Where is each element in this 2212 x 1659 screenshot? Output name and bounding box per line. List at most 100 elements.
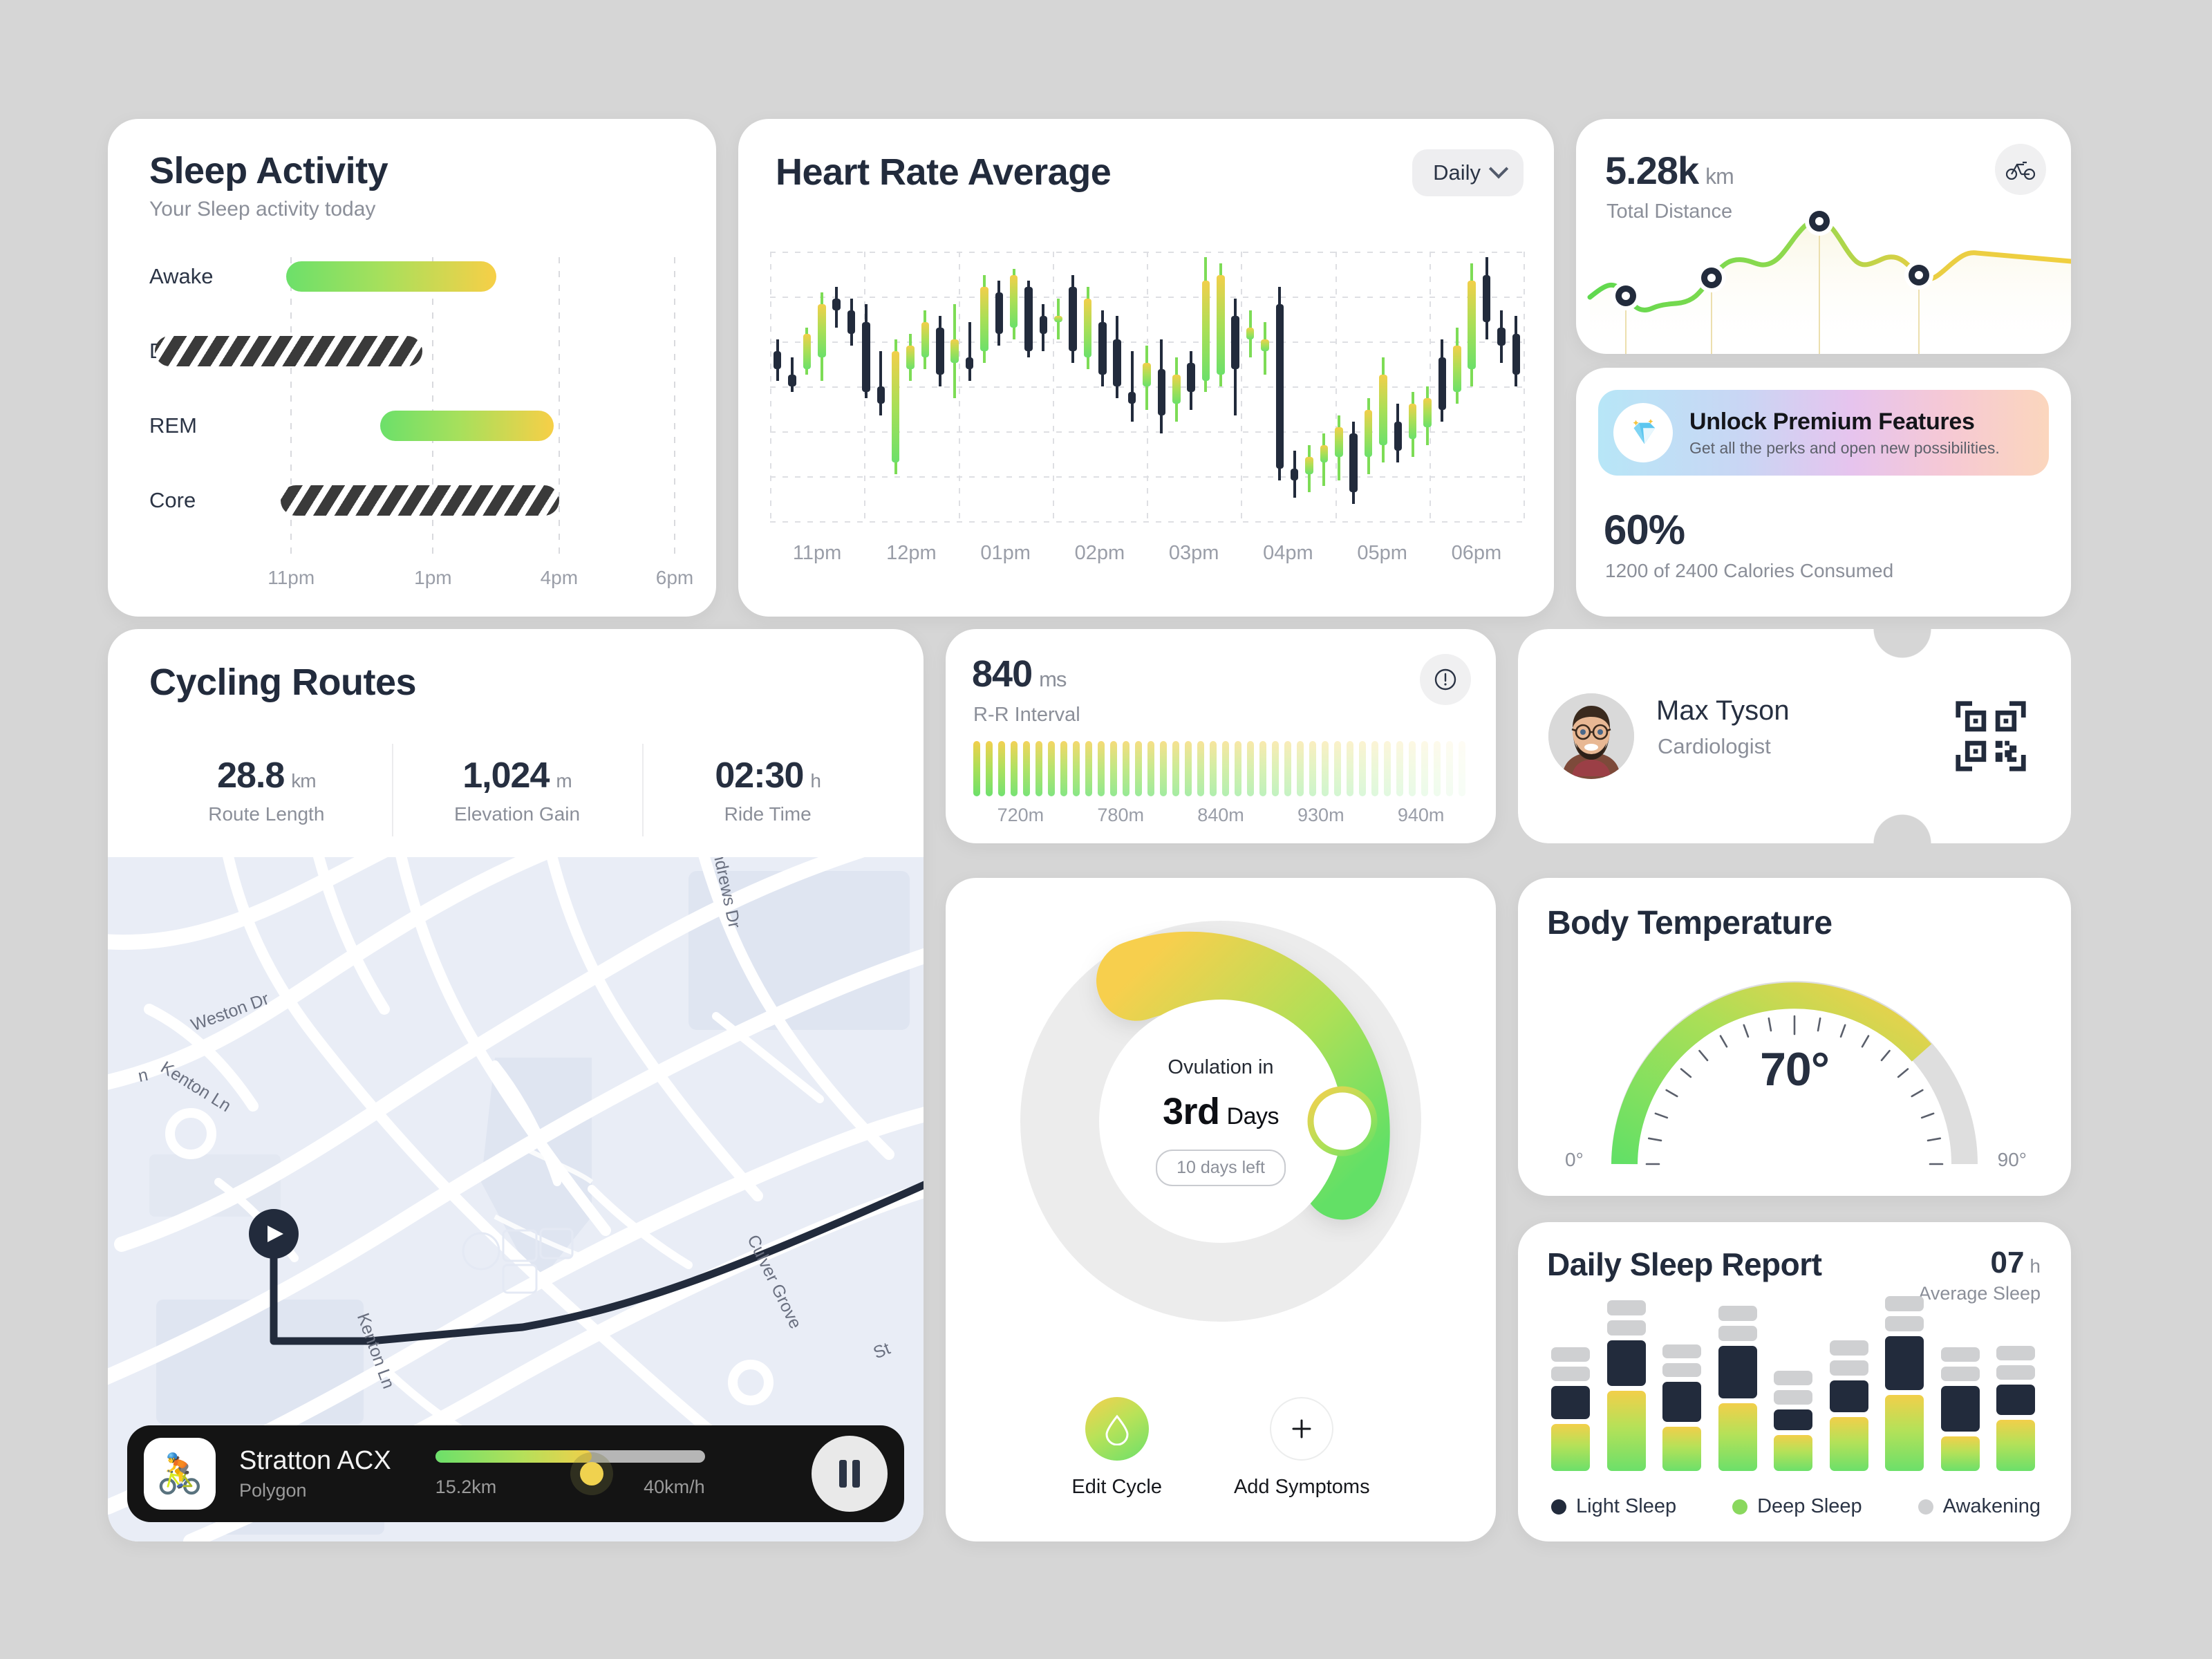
candlestick (1261, 252, 1269, 521)
gauge-tick (1654, 1112, 1669, 1119)
legend-label: Awakening (1942, 1495, 2041, 1517)
awakening-segment (1885, 1316, 1924, 1331)
rr-value: 840 ms (972, 653, 1067, 695)
cycling-stat-value: 1,024 m (462, 756, 572, 796)
rr-axis-tick: 720m (997, 805, 1044, 825)
body-temperature-title: Body Temperature (1547, 905, 1833, 941)
candlestick (1512, 252, 1521, 521)
candle-body (1261, 339, 1269, 352)
candle-body (1438, 357, 1447, 410)
daily-sleep-report-card: Daily Sleep Report 07 h Average Sleep Lig… (1518, 1222, 2071, 1541)
light-sleep-segment (1606, 1340, 1646, 1386)
chevron-down-icon (1488, 159, 1509, 179)
sleep-stage-bar[interactable] (281, 485, 559, 516)
sleep-stage-bar[interactable] (154, 336, 423, 366)
doctor-profile-card[interactable]: Max Tyson Cardiologist (1518, 629, 2071, 843)
candle-body (906, 345, 915, 369)
sleep-report-column[interactable] (1662, 1344, 1701, 1471)
edit-cycle-button[interactable]: Edit Cycle (1071, 1397, 1162, 1499)
rr-bar (1110, 741, 1117, 796)
rr-bar (1259, 741, 1266, 796)
sleep-report-column[interactable] (1774, 1371, 1812, 1471)
candlestick (1290, 252, 1299, 521)
pause-icon[interactable] (812, 1436, 888, 1512)
candle-body (1468, 281, 1476, 369)
candlestick (1053, 252, 1062, 521)
gauge-min-label: 0° (1565, 1149, 1584, 1170)
candlestick (1069, 252, 1077, 521)
range-selector[interactable]: Daily (1412, 149, 1524, 196)
candle-body (1364, 409, 1373, 457)
heart-rate-gridline (770, 521, 1524, 523)
rr-bar (1073, 741, 1080, 796)
candle-body (818, 304, 826, 357)
awakening-segment (1940, 1347, 1980, 1362)
doctor-name: Max Tyson (1656, 695, 1790, 726)
candle-body (847, 310, 856, 334)
average-sleep-unit: h (2030, 1255, 2041, 1277)
distance-unit: km (1705, 164, 1734, 189)
legend-dot (1551, 1499, 1566, 1515)
awakening-segment (1829, 1340, 1868, 1356)
sleep-report-column[interactable] (1996, 1346, 2035, 1471)
candle-body (1379, 375, 1387, 445)
sleep-gridline (558, 257, 560, 554)
sleep-gridline (432, 257, 434, 554)
sleep-report-column[interactable] (1606, 1300, 1646, 1471)
rr-bar (1359, 741, 1366, 796)
rr-bar (1135, 741, 1142, 796)
bicycle-icon[interactable] (1995, 144, 2046, 195)
candle-body (1453, 345, 1461, 393)
candlestick (1201, 252, 1210, 521)
rr-bar (1322, 741, 1329, 796)
qr-code-icon[interactable] (1953, 699, 2028, 774)
candle-body (832, 298, 841, 310)
rr-bar (1048, 741, 1055, 796)
candlestick (1335, 252, 1343, 521)
candlestick (1408, 252, 1417, 521)
deep-sleep-segment (1996, 1420, 2035, 1471)
rr-bar (1459, 741, 1465, 796)
ride-progress[interactable]: 15.2km 40km/h (435, 1450, 705, 1498)
info-icon[interactable] (1420, 654, 1471, 705)
candle-body (1320, 444, 1329, 463)
add-symptoms-button[interactable]: Add Symptoms (1234, 1397, 1370, 1499)
rr-bar (1185, 741, 1192, 796)
candlestick (995, 252, 1004, 521)
sleep-report-column[interactable] (1551, 1347, 1590, 1471)
candle-body (1098, 321, 1107, 375)
rr-bar (1371, 741, 1378, 796)
candle-body (1127, 392, 1136, 404)
candle-wick (879, 351, 883, 416)
sleep-axis-tick: 1pm (414, 567, 452, 588)
cycling-stat-value: 02:30 h (715, 756, 821, 796)
sleep-report-column[interactable] (1940, 1347, 1980, 1471)
total-distance-value: 5.28k km (1605, 148, 1734, 193)
add-symptoms-label: Add Symptoms (1233, 1476, 1370, 1498)
premium-title: Unlock Premium Features (1689, 408, 1975, 435)
premium-banner[interactable]: Unlock Premium Features Get all the perk… (1598, 390, 2049, 476)
daily-sleep-report-title: Daily Sleep Report (1547, 1246, 1822, 1282)
sleep-report-column[interactable] (1885, 1296, 1924, 1471)
candle-body (936, 328, 944, 375)
candlestick (1394, 252, 1403, 521)
candlestick (1349, 252, 1358, 521)
heart-rate-axis-tick: 11pm (792, 542, 842, 564)
calories-caption: 1200 of 2400 Calories Consumed (1605, 560, 1894, 581)
gauge-tick (1880, 1049, 1891, 1062)
sleep-report-column[interactable] (1829, 1340, 1868, 1471)
sleep-stage-label: Core (149, 488, 196, 512)
progress-knob[interactable] (579, 1462, 603, 1485)
heart-rate-gridline (958, 252, 960, 521)
sleep-activity-axis: 11pm 1pm 4pm 6pm (149, 567, 693, 597)
candlestick (1482, 252, 1491, 521)
progress-track[interactable] (435, 1450, 705, 1463)
sleep-stage-row: REM (149, 406, 675, 445)
sleep-stage-bar[interactable] (380, 411, 554, 441)
heart-rate-axis-tick: 04pm (1263, 542, 1313, 564)
candle-body (1246, 328, 1255, 340)
sleep-stage-bar[interactable] (285, 261, 496, 292)
sleep-report-column[interactable] (1718, 1306, 1757, 1471)
rr-bar (1384, 741, 1391, 796)
